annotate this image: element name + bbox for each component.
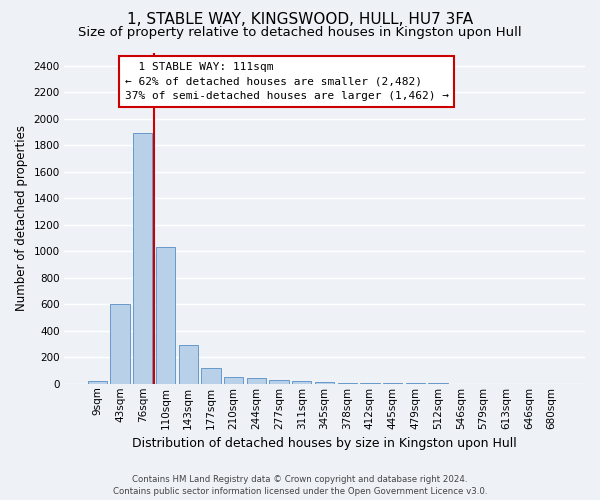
Bar <box>156 246 175 384</box>
Bar <box>360 383 380 384</box>
Bar <box>133 134 152 384</box>
Text: 1 STABLE WAY: 111sqm  
← 62% of detached houses are smaller (2,482)
37% of semi-: 1 STABLE WAY: 111sqm ← 62% of detached h… <box>125 62 449 102</box>
Bar <box>292 382 311 384</box>
Text: 1, STABLE WAY, KINGSWOOD, HULL, HU7 3FA: 1, STABLE WAY, KINGSWOOD, HULL, HU7 3FA <box>127 12 473 28</box>
Bar <box>224 377 243 384</box>
Bar <box>110 304 130 384</box>
X-axis label: Distribution of detached houses by size in Kingston upon Hull: Distribution of detached houses by size … <box>132 437 517 450</box>
Bar <box>179 346 198 384</box>
Bar <box>269 380 289 384</box>
Text: Contains HM Land Registry data © Crown copyright and database right 2024.
Contai: Contains HM Land Registry data © Crown c… <box>113 474 487 496</box>
Text: Size of property relative to detached houses in Kingston upon Hull: Size of property relative to detached ho… <box>78 26 522 39</box>
Bar <box>315 382 334 384</box>
Bar <box>201 368 221 384</box>
Bar <box>338 382 357 384</box>
Y-axis label: Number of detached properties: Number of detached properties <box>15 125 28 311</box>
Bar <box>247 378 266 384</box>
Bar <box>88 381 107 384</box>
